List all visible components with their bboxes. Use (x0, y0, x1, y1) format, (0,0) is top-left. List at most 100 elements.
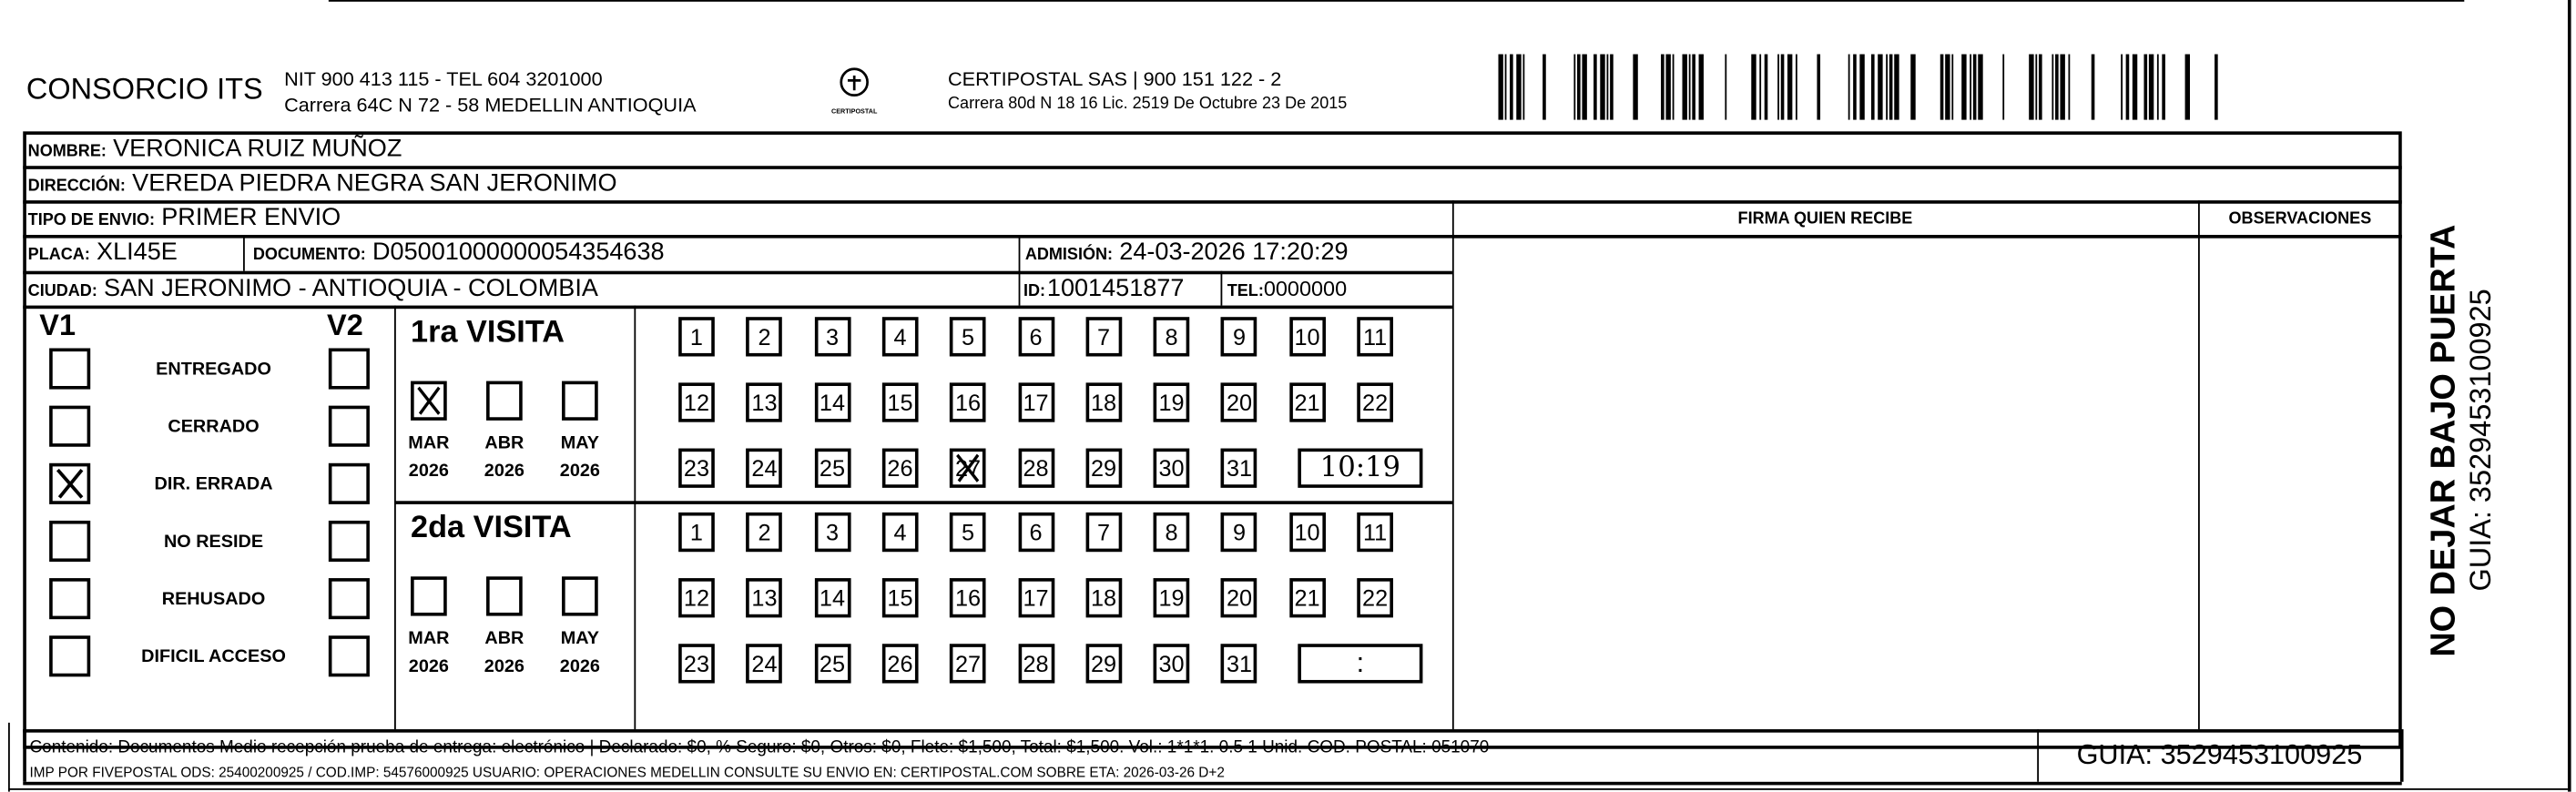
day-checkbox[interactable]: 3 (814, 317, 850, 357)
month-checkbox[interactable] (486, 576, 523, 616)
day-checkbox[interactable]: 16 (950, 578, 986, 618)
month-checkbox[interactable] (562, 576, 598, 616)
day-checkbox[interactable]: 17 (1017, 382, 1054, 422)
day-checkbox[interactable]: 8 (1153, 512, 1190, 553)
day-checkbox[interactable]: 13 (746, 382, 783, 422)
barcode-bar (2156, 54, 2159, 120)
day-checkbox[interactable]: 26 (881, 644, 919, 684)
day-checkbox[interactable]: 24 (746, 644, 783, 684)
day-checkbox[interactable]: 27 (950, 644, 986, 684)
v2-checkbox[interactable] (328, 348, 370, 390)
month-checkbox[interactable] (411, 381, 447, 421)
day-checkbox[interactable]: 27 (950, 448, 986, 488)
day-checkbox[interactable]: 7 (1085, 512, 1122, 553)
month-checkbox[interactable] (411, 576, 447, 616)
time-field[interactable]: 10:19 (1298, 448, 1423, 488)
barcode-bar (1593, 54, 1597, 120)
day-checkbox[interactable]: 15 (881, 382, 919, 422)
v1-checkbox[interactable] (49, 405, 91, 447)
day-checkbox[interactable]: 5 (950, 512, 986, 553)
v2-checkbox[interactable] (328, 405, 370, 447)
day-checkbox[interactable]: 24 (746, 448, 783, 488)
day-checkbox[interactable]: 30 (1153, 448, 1190, 488)
v1-header: V1 (39, 309, 76, 342)
day-number: 31 (1227, 454, 1253, 482)
day-checkbox[interactable]: 16 (950, 382, 986, 422)
day-checkbox[interactable]: 25 (814, 644, 850, 684)
day-checkbox[interactable]: 11 (1357, 317, 1393, 357)
day-checkbox[interactable]: 31 (1221, 448, 1257, 488)
day-number: 4 (893, 323, 907, 350)
observaciones-field[interactable] (2202, 239, 2399, 726)
day-checkbox[interactable]: 18 (1085, 578, 1122, 618)
day-checkbox[interactable]: 31 (1221, 644, 1257, 684)
month-year: 2026 (408, 461, 449, 482)
day-checkbox[interactable]: 6 (1017, 512, 1054, 553)
day-checkbox[interactable]: 1 (678, 512, 715, 553)
day-checkbox[interactable]: 9 (1221, 512, 1257, 553)
day-checkbox[interactable]: 10 (1288, 317, 1326, 357)
day-checkbox[interactable]: 23 (678, 644, 715, 684)
day-checkbox[interactable]: 21 (1288, 578, 1326, 618)
day-checkbox[interactable]: 19 (1153, 578, 1190, 618)
time-field[interactable]: : (1298, 644, 1423, 684)
day-checkbox[interactable]: 29 (1085, 448, 1122, 488)
day-checkbox[interactable]: 28 (1017, 448, 1054, 488)
day-checkbox[interactable]: 14 (814, 578, 850, 618)
v1-checkbox[interactable] (49, 578, 91, 620)
day-checkbox[interactable]: 19 (1153, 382, 1190, 422)
month-checkbox[interactable] (486, 381, 523, 421)
day-checkbox[interactable]: 10 (1288, 512, 1326, 553)
v2-checkbox[interactable] (328, 635, 370, 677)
day-checkbox[interactable]: 12 (678, 382, 715, 422)
barcode-bar (2029, 54, 2034, 120)
day-checkbox[interactable]: 4 (881, 317, 919, 357)
day-checkbox[interactable]: 1 (678, 317, 715, 357)
day-checkbox[interactable]: 2 (746, 317, 783, 357)
day-checkbox[interactable]: 30 (1153, 644, 1190, 684)
v2-checkbox[interactable] (328, 520, 370, 563)
day-checkbox[interactable]: 8 (1153, 317, 1190, 357)
day-checkbox[interactable]: 11 (1357, 512, 1393, 553)
barcode-bar (2121, 54, 2123, 120)
placa-value: XLI45E (97, 238, 178, 267)
day-checkbox[interactable]: 14 (814, 382, 850, 422)
v2-checkbox[interactable] (328, 578, 370, 620)
day-checkbox[interactable]: 17 (1017, 578, 1054, 618)
day-checkbox[interactable]: 25 (814, 448, 850, 488)
v1-checkbox[interactable] (49, 520, 91, 563)
day-number: 26 (887, 650, 913, 677)
day-number: 11 (1362, 323, 1388, 350)
day-checkbox[interactable]: 7 (1085, 317, 1122, 357)
placa-row: PLACA: XLI45E (28, 239, 178, 267)
day-checkbox[interactable]: 21 (1288, 382, 1326, 422)
day-checkbox[interactable]: 22 (1357, 382, 1393, 422)
day-checkbox[interactable]: 5 (950, 317, 986, 357)
day-checkbox[interactable]: 18 (1085, 382, 1122, 422)
barcode-bar (2215, 54, 2218, 120)
v1-checkbox[interactable] (49, 348, 91, 390)
day-checkbox[interactable]: 23 (678, 448, 715, 488)
day-checkbox[interactable]: 4 (881, 512, 919, 553)
day-checkbox[interactable]: 26 (881, 448, 919, 488)
v2-checkbox[interactable] (328, 462, 370, 504)
day-number: 16 (954, 389, 982, 416)
day-checkbox[interactable]: 2 (746, 512, 783, 553)
day-checkbox[interactable]: 9 (1221, 317, 1257, 357)
signature-field[interactable] (1456, 239, 2195, 726)
day-checkbox[interactable]: 22 (1357, 578, 1393, 618)
day-checkbox[interactable]: 20 (1221, 382, 1257, 422)
day-checkbox[interactable]: 13 (746, 578, 783, 618)
month-name: MAR (408, 629, 450, 649)
day-checkbox[interactable]: 20 (1221, 578, 1257, 618)
day-checkbox[interactable]: 12 (678, 578, 715, 618)
day-checkbox[interactable]: 28 (1017, 644, 1054, 684)
day-number: 18 (1090, 389, 1117, 416)
v1-checkbox[interactable] (49, 462, 91, 504)
day-checkbox[interactable]: 15 (881, 578, 919, 618)
day-checkbox[interactable]: 3 (814, 512, 850, 553)
day-checkbox[interactable]: 6 (1017, 317, 1054, 357)
day-checkbox[interactable]: 29 (1085, 644, 1122, 684)
month-checkbox[interactable] (562, 381, 598, 421)
v1-checkbox[interactable] (49, 635, 91, 677)
